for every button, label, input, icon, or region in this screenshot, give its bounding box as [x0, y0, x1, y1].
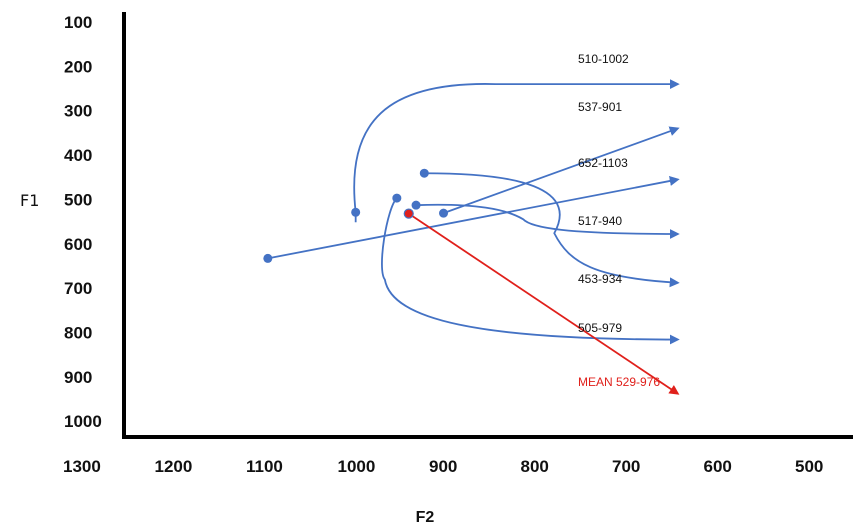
- series-label: 652-1103: [578, 156, 628, 170]
- x-tick-label: 900: [429, 457, 457, 476]
- y-tick-label: 200: [64, 57, 92, 76]
- series-trajectory: [267, 176, 680, 260]
- mean-start-point: [403, 208, 414, 219]
- series-trajectory: [443, 126, 680, 214]
- y-axis-title: F1: [20, 191, 39, 210]
- x-tick-label: 1200: [155, 457, 193, 476]
- x-tick-label: 700: [612, 457, 640, 476]
- y-tick-label: 300: [64, 102, 92, 121]
- series-trajectory: [424, 172, 680, 288]
- x-tick-label: 1100: [246, 457, 283, 476]
- x-tick-label: 600: [704, 457, 732, 476]
- series-start-point: [439, 208, 449, 218]
- series-label: 517-940: [578, 214, 622, 228]
- series-label: 537-901: [578, 100, 622, 114]
- series-label: 510-1002: [578, 52, 629, 66]
- y-tick-labels: 100 200 300 400 500 600 700 800 900 1000: [64, 13, 102, 431]
- x-tick-label: 500: [795, 457, 823, 476]
- x-axis-title: F2: [416, 509, 435, 526]
- series-start-point: [351, 207, 361, 217]
- x-tick-label: 1300: [63, 457, 101, 476]
- y-tick-label: 600: [64, 235, 92, 254]
- series-label: MEAN 529-976: [578, 375, 660, 389]
- y-tick-label: 700: [64, 279, 92, 298]
- series-trajectory: [416, 203, 680, 239]
- series-trajectory: [381, 197, 680, 345]
- series-start-point: [411, 200, 421, 210]
- y-tick-label: 500: [64, 190, 92, 209]
- series-trajectory: [353, 79, 680, 213]
- x-tick-labels: 1300120011001000900800700600500400300: [63, 457, 823, 476]
- series-label: 505-979: [578, 321, 622, 335]
- series-start-point: [392, 193, 402, 203]
- series-start-point: [263, 253, 273, 263]
- series-labels: 510-1002 537-901 652-1103 517-940 453-934 505…: [578, 52, 660, 389]
- series-layer: [263, 79, 680, 395]
- y-tick-label: 800: [64, 323, 92, 342]
- x-tick-label: 800: [521, 457, 549, 476]
- series-label: 453-934: [578, 272, 622, 286]
- series-start-point: [419, 168, 429, 178]
- y-tick-label: 100: [64, 13, 92, 32]
- y-tick-label: 400: [64, 146, 92, 165]
- x-tick-label: 1000: [338, 457, 376, 476]
- y-tick-label: 1000: [64, 412, 102, 431]
- series-trajectory: [408, 212, 680, 395]
- y-tick-label: 900: [64, 368, 92, 387]
